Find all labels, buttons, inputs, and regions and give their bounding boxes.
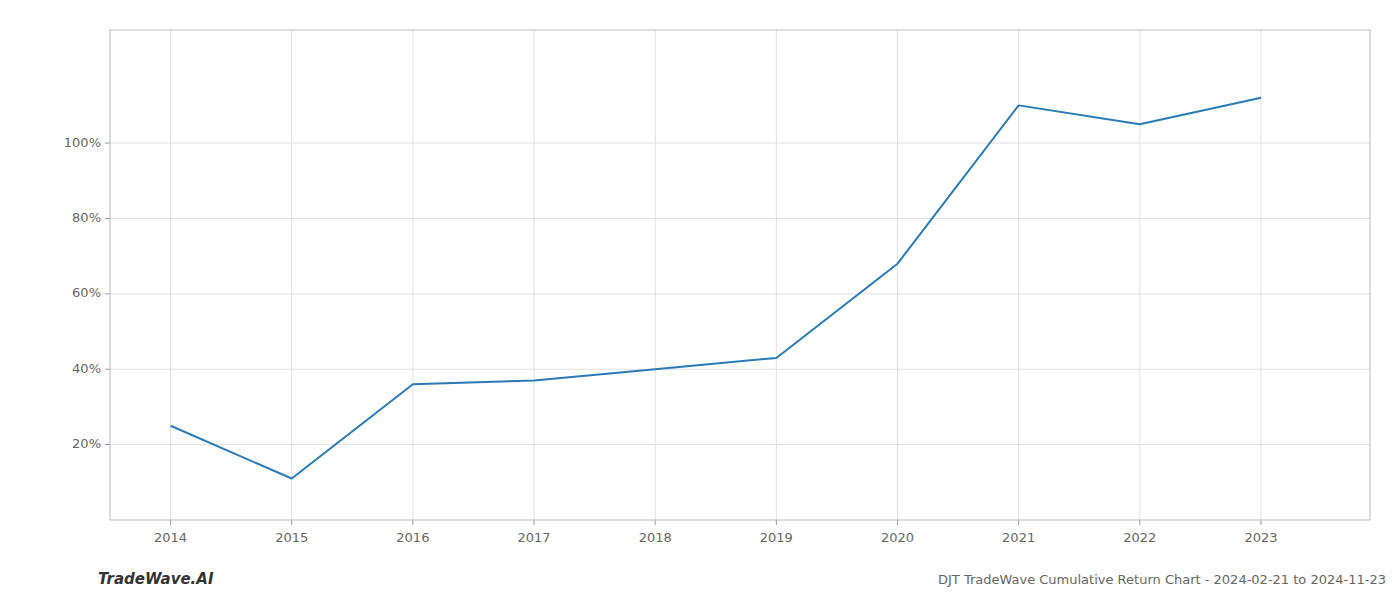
plot-frame (110, 30, 1370, 520)
grid-line-y (110, 444, 1370, 445)
tick-label-x: 2021 (1002, 530, 1035, 545)
tick-label-y: 20% (72, 436, 101, 451)
tick-label-x: 2018 (639, 530, 672, 545)
tick-label-x: 2019 (760, 530, 793, 545)
tick-x (291, 520, 292, 525)
tick-label-y: 80% (72, 210, 101, 225)
background (0, 0, 1400, 600)
tick-label-x: 2023 (1244, 530, 1277, 545)
tick-x (412, 520, 413, 525)
tick-y (105, 218, 110, 219)
tick-y (105, 143, 110, 144)
tick-y (105, 444, 110, 445)
tick-label-x: 2020 (881, 530, 914, 545)
tick-x (776, 520, 777, 525)
grid-line-y (110, 218, 1370, 219)
grid-line-x (655, 30, 656, 520)
tick-x (534, 520, 535, 525)
tick-x (170, 520, 171, 525)
tick-x (655, 520, 656, 525)
tick-x (1139, 520, 1140, 525)
tick-label-x: 2014 (154, 530, 187, 545)
grid-line-x (170, 30, 171, 520)
grid-line-x (412, 30, 413, 520)
watermark: TradeWave.AI (98, 570, 214, 588)
tick-label-x: 2015 (275, 530, 308, 545)
title: DJT TradeWave Cumulative Return Chart - … (938, 572, 1386, 587)
series-line (171, 98, 1261, 479)
tick-label-y: 40% (72, 361, 101, 376)
grid-line-x (897, 30, 898, 520)
tick-x (1260, 520, 1261, 525)
tick-label-y: 100% (64, 135, 101, 150)
chart-container: 20% 40% 60% 80% 100% 2014 2015 2016 2017 2018 2019… (0, 0, 1400, 600)
tick-x (1018, 520, 1019, 525)
grid-line-y (110, 369, 1370, 370)
tick-label-y: 60% (72, 285, 101, 300)
tick-y (105, 369, 110, 370)
grid-line-y (110, 143, 1370, 144)
grid-line-y (110, 293, 1370, 294)
chart-svg: 20% 40% 60% 80% 100% 2014 2015 2016 2017 2018 2019… (0, 0, 1400, 600)
grid-line-x (291, 30, 292, 520)
series-group (171, 98, 1261, 479)
grid-line-x (776, 30, 777, 520)
tick-label-x: 2022 (1123, 530, 1156, 545)
tick-x (897, 520, 898, 525)
grid-line-x (1018, 30, 1019, 520)
grid (110, 30, 1370, 520)
grid-line-x (534, 30, 535, 520)
axes: 20% 40% 60% 80% 100% 2014 2015 2016 2017 2018 2019… (64, 30, 1370, 545)
grid-line-x (1139, 30, 1140, 520)
tick-y (105, 293, 110, 294)
tick-label-x: 2017 (517, 530, 550, 545)
grid-line-x (1260, 30, 1261, 520)
tick-label-x: 2016 (396, 530, 429, 545)
